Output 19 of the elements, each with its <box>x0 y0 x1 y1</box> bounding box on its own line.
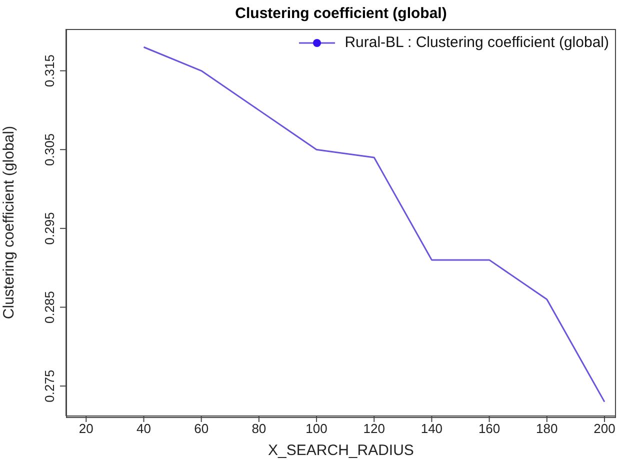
x-tick-label: 160 <box>478 421 500 436</box>
y-tick-label: 0.275 <box>42 370 57 402</box>
y-tick-label: 0.305 <box>42 133 57 166</box>
y-tick-label: 0.315 <box>42 54 57 88</box>
y-axis-title: Clustering coefficient (global) <box>0 126 18 320</box>
chart-title: Clustering coefficient (global) <box>234 5 448 22</box>
x-tick-label: 20 <box>78 421 94 436</box>
legend-label: Rural-BL : Clustering coefficient (global) <box>344 34 609 51</box>
y-tick-label: 0.285 <box>42 290 57 324</box>
x-tick-label: 200 <box>594 421 616 436</box>
x-tick-label: 120 <box>363 421 385 436</box>
x-tick-label: 80 <box>252 421 266 436</box>
x-tick-label: 180 <box>536 421 558 436</box>
x-tick-label: 60 <box>194 421 209 436</box>
x-tick-label: 100 <box>306 421 328 436</box>
x-tick-label: 40 <box>136 421 151 436</box>
x-axis-title: X_SEARCH_RADIUS <box>268 442 414 459</box>
x-tick-label: 140 <box>420 421 443 436</box>
y-tick-label: 0.295 <box>42 212 57 245</box>
